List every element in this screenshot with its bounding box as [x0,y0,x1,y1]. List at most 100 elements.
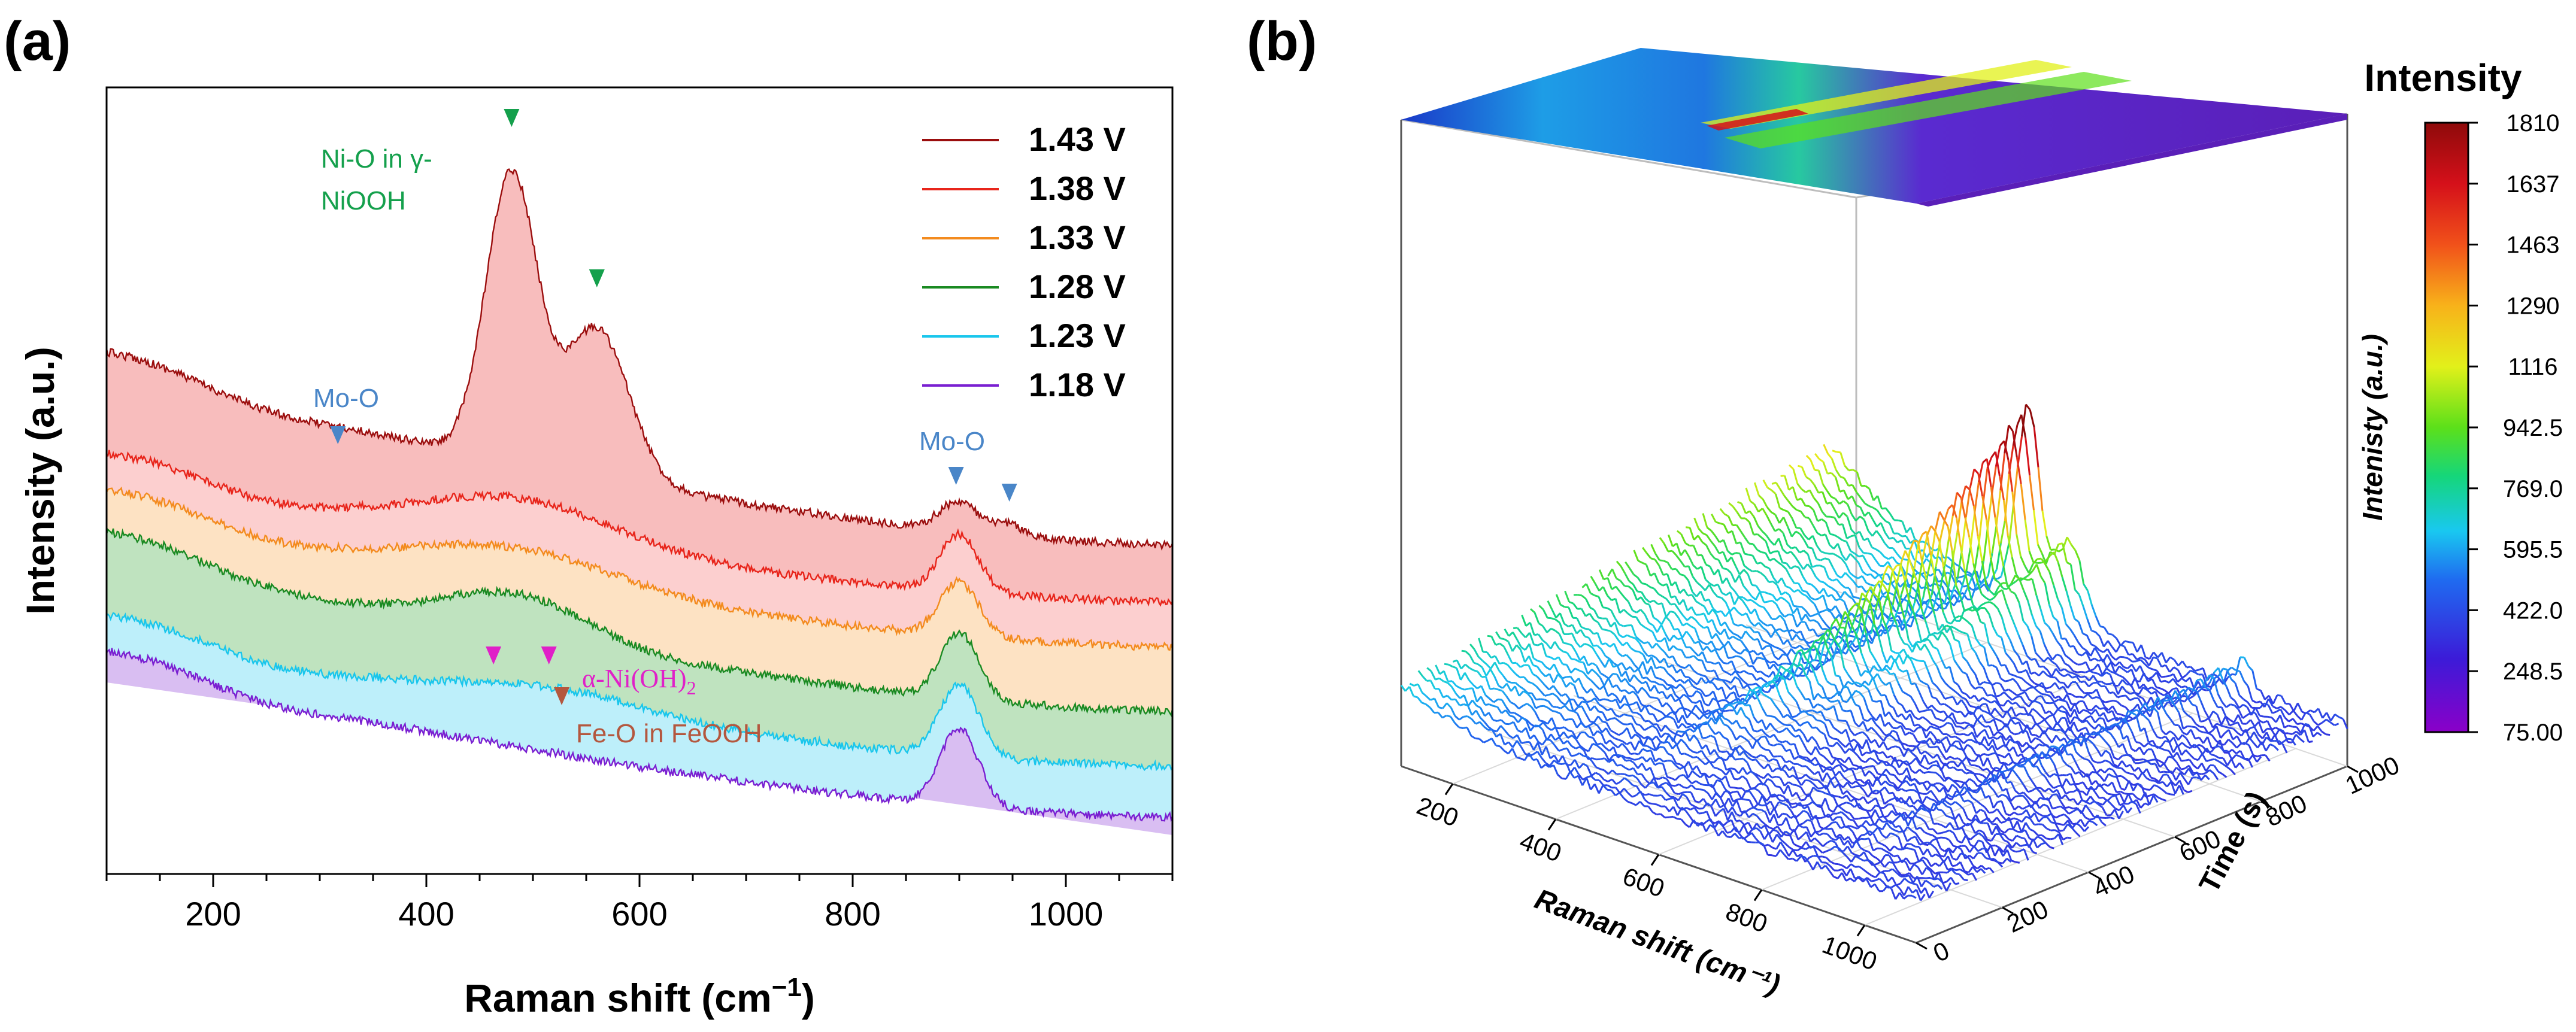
waterfall-segment [2140,644,2147,658]
waterfall-segment [1626,654,1632,660]
waterfall-segment [1652,624,1658,633]
waterfall-segment [1903,598,1908,602]
waterfall-segment [2236,722,2243,731]
waterfall-segment [2064,726,2070,734]
waterfall-segment [1833,543,1839,550]
waterfall-segment [1719,750,1723,754]
waterfall-segment [1674,603,1680,611]
waterfall-segment [1959,575,1964,579]
waterfall-segment [1990,466,1997,495]
waterfall-segment [1780,670,1786,680]
waterfall-segment [1921,739,1926,743]
waterfall-segment [1553,674,1559,684]
waterfall-segment [1899,564,1906,581]
waterfall-segment [1782,548,1788,554]
waterfall-segment [2091,780,2097,785]
waterfall-segment [1881,681,1887,686]
waterfall-segment [1930,725,1935,729]
waterfall-segment [1865,633,1871,651]
waterfall-segment [2210,764,2214,767]
waterfall-segment [1835,674,1840,678]
waterfall-segment [1844,611,1850,630]
waterfall-segment [2191,717,2197,725]
waterfall-segment [1964,721,1969,725]
waterfall-segment [2253,742,2259,749]
waterfall-segment [1804,621,1810,632]
waterfall-segment [2109,746,2116,758]
waterfall-segment [1862,721,1868,731]
waterfall-segment [2085,732,2090,736]
waterfall-segment [2115,724,2121,731]
waterfall-segment [1784,764,1790,772]
waterfall-segment [1797,652,1804,667]
waterfall-segment [2084,817,2090,821]
waterfall-segment [1831,757,1837,766]
waterfall-segment [1662,684,1668,691]
waterfall-segment [2174,785,2180,794]
series-line-1-38-V [106,450,1174,607]
waterfall-segment [1754,622,1760,627]
waterfall-segment [1680,549,1686,556]
waterfall-segment [1957,641,1964,657]
waterfall-segment [1953,681,1959,686]
waterfall-segment [1819,580,1825,584]
waterfall-segment [1840,583,1846,588]
waterfall-segment [1968,571,1973,576]
waterfall-segment [2039,803,2045,809]
waterfall-segment [1980,644,1985,648]
waterfall-segment [1826,680,1832,685]
waterfall-segment [1953,660,1959,667]
waterfall-segment [2054,829,2060,833]
waterfall-segment [1822,594,1829,609]
waterfall-segment [1764,591,1769,595]
waterfall-segment [2008,678,2014,682]
waterfall-segment [2029,409,2035,427]
waterfall-segment [2233,721,2238,725]
waterfall-segment [1745,695,1751,705]
waterfall-segment [1705,579,1711,584]
waterfall-segment [2217,693,2223,703]
waterfall-segment [1657,709,1663,714]
waterfall-segment [2148,707,2154,712]
waterfall-segment [1757,651,1762,656]
waterfall-segment [1959,793,1965,802]
waterfall-segment [2037,467,2044,511]
waterfall-segment [2268,698,2274,707]
waterfall-segment [1605,642,1611,648]
waterfall-segment [2074,771,2080,775]
waterfall-segment [2062,699,2067,703]
waterfall-segment [2029,475,2035,511]
waterfall-segment [1563,651,1568,654]
waterfall-segment [1663,651,1670,658]
waterfall-segment [2099,707,2105,711]
waterfall-segment [2209,674,2215,679]
waterfall-segment [1867,791,1873,798]
waterfall-segment [2338,716,2344,720]
waterfall-segment [1917,792,1923,805]
waterfall-segment [1829,544,1835,550]
waterfall-segment [1607,699,1613,703]
waterfall-segment [2092,675,2098,683]
waterfall-segment [1651,654,1657,659]
waterfall-segment [1769,743,1774,747]
waterfall-segment [2156,686,2161,690]
waterfall-segment [1663,542,1669,552]
waterfall-segment [1700,566,1707,580]
waterfall-segment [1969,835,1975,840]
waterfall-segment [1800,497,1807,506]
waterfall-segment [1723,704,1729,709]
waterfall-segment [1855,781,1861,786]
waterfall-segment [1798,734,1804,744]
waterfall-segment [2079,769,2084,774]
waterfall-segment [1993,587,1999,596]
waterfall-segment [1817,502,1823,512]
waterfall-segment [1700,585,1706,591]
waterfall-segment [2308,724,2314,737]
waterfall-segment [1867,689,1874,702]
waterfall-segment [1970,668,1976,675]
waterfall-segment [1751,584,1756,587]
waterfall-segment [2243,657,2250,667]
waterfall-segment [1734,575,1740,583]
waterfall-segment [2156,745,2161,749]
waterfall-segment [1623,713,1628,717]
